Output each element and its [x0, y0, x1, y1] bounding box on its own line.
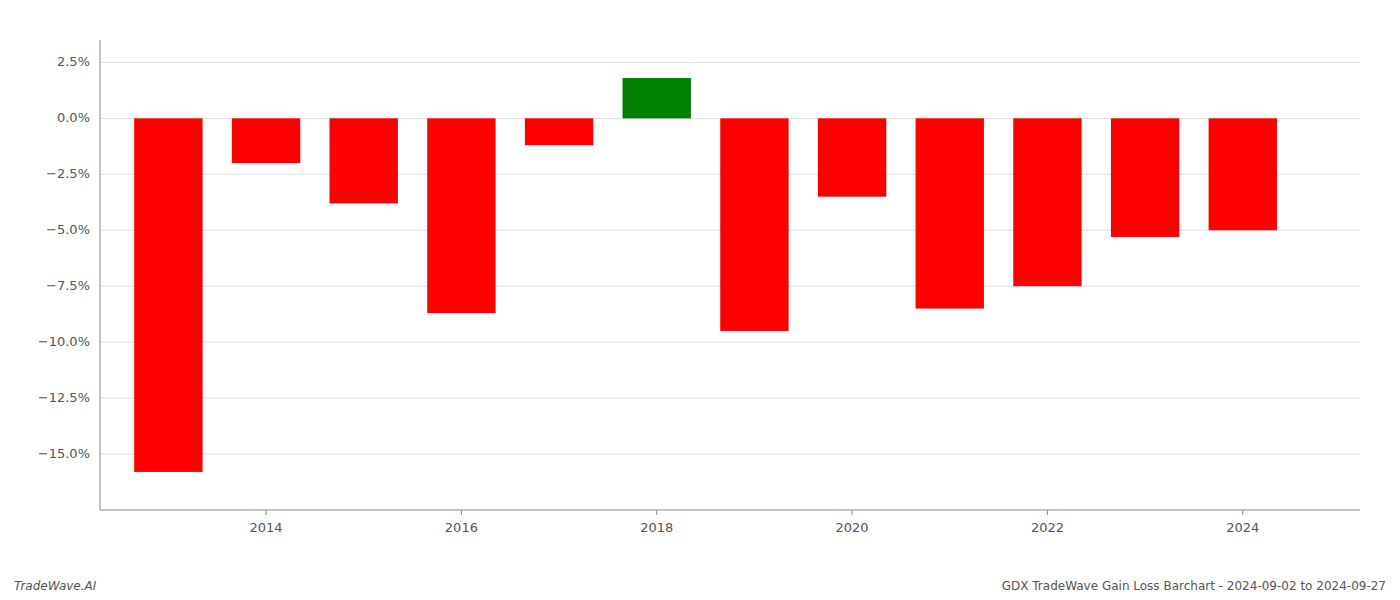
y-grid	[100, 62, 1360, 454]
background	[0, 0, 1400, 600]
y-tick-label: −2.5%	[46, 166, 90, 181]
bars	[134, 78, 1277, 472]
x-tick	[1047, 510, 1048, 515]
bar	[330, 118, 398, 203]
bar	[525, 118, 593, 145]
y-tick-label: −12.5%	[38, 390, 90, 405]
grid-line	[100, 342, 1360, 343]
x-tick	[852, 510, 853, 515]
footer-left: TradeWave.AI	[14, 579, 97, 593]
bar	[1013, 118, 1081, 286]
bar	[916, 118, 984, 308]
x-tick	[656, 510, 657, 515]
bar	[427, 118, 495, 313]
y-tick-label: 0.0%	[57, 110, 90, 125]
x-tick-labels: 2014 2016 2018 2020 2022 2024	[249, 510, 1259, 535]
chart: 2.5% 0.0% −2.5% −5.0% −7.5% −10.0% −12.5% −15.0…	[0, 0, 1400, 600]
bar	[623, 78, 691, 118]
y-tick-label: 2.5%	[57, 54, 90, 69]
y-axis-line	[100, 40, 101, 510]
bar	[720, 118, 788, 331]
bar	[1209, 118, 1277, 230]
y-tick-labels: 2.5% 0.0% −2.5% −5.0% −7.5% −10.0% −12.5% −15.0…	[38, 54, 90, 461]
x-tick	[266, 510, 267, 515]
y-tick-label: −7.5%	[46, 278, 90, 293]
grid-line	[100, 398, 1360, 399]
x-tick-label: 2022	[1031, 520, 1064, 535]
bar	[818, 118, 886, 196]
x-tick-label: 2018	[640, 520, 673, 535]
x-tick-label: 2016	[445, 520, 478, 535]
x-tick-label: 2020	[836, 520, 869, 535]
y-tick-label: −15.0%	[38, 446, 90, 461]
grid-line	[100, 62, 1360, 63]
bar	[232, 118, 300, 163]
x-axis-line	[100, 510, 1360, 511]
footer-right: GDX TradeWave Gain Loss Barchart - 2024-…	[1002, 579, 1386, 593]
bar	[1111, 118, 1179, 237]
y-tick-label: −10.0%	[38, 334, 90, 349]
x-tick	[461, 510, 462, 515]
grid-line	[100, 454, 1360, 455]
x-tick-label: 2014	[249, 520, 282, 535]
x-tick-label: 2024	[1226, 520, 1259, 535]
y-tick-label: −5.0%	[46, 222, 90, 237]
bar	[134, 118, 202, 472]
x-tick	[1242, 510, 1243, 515]
